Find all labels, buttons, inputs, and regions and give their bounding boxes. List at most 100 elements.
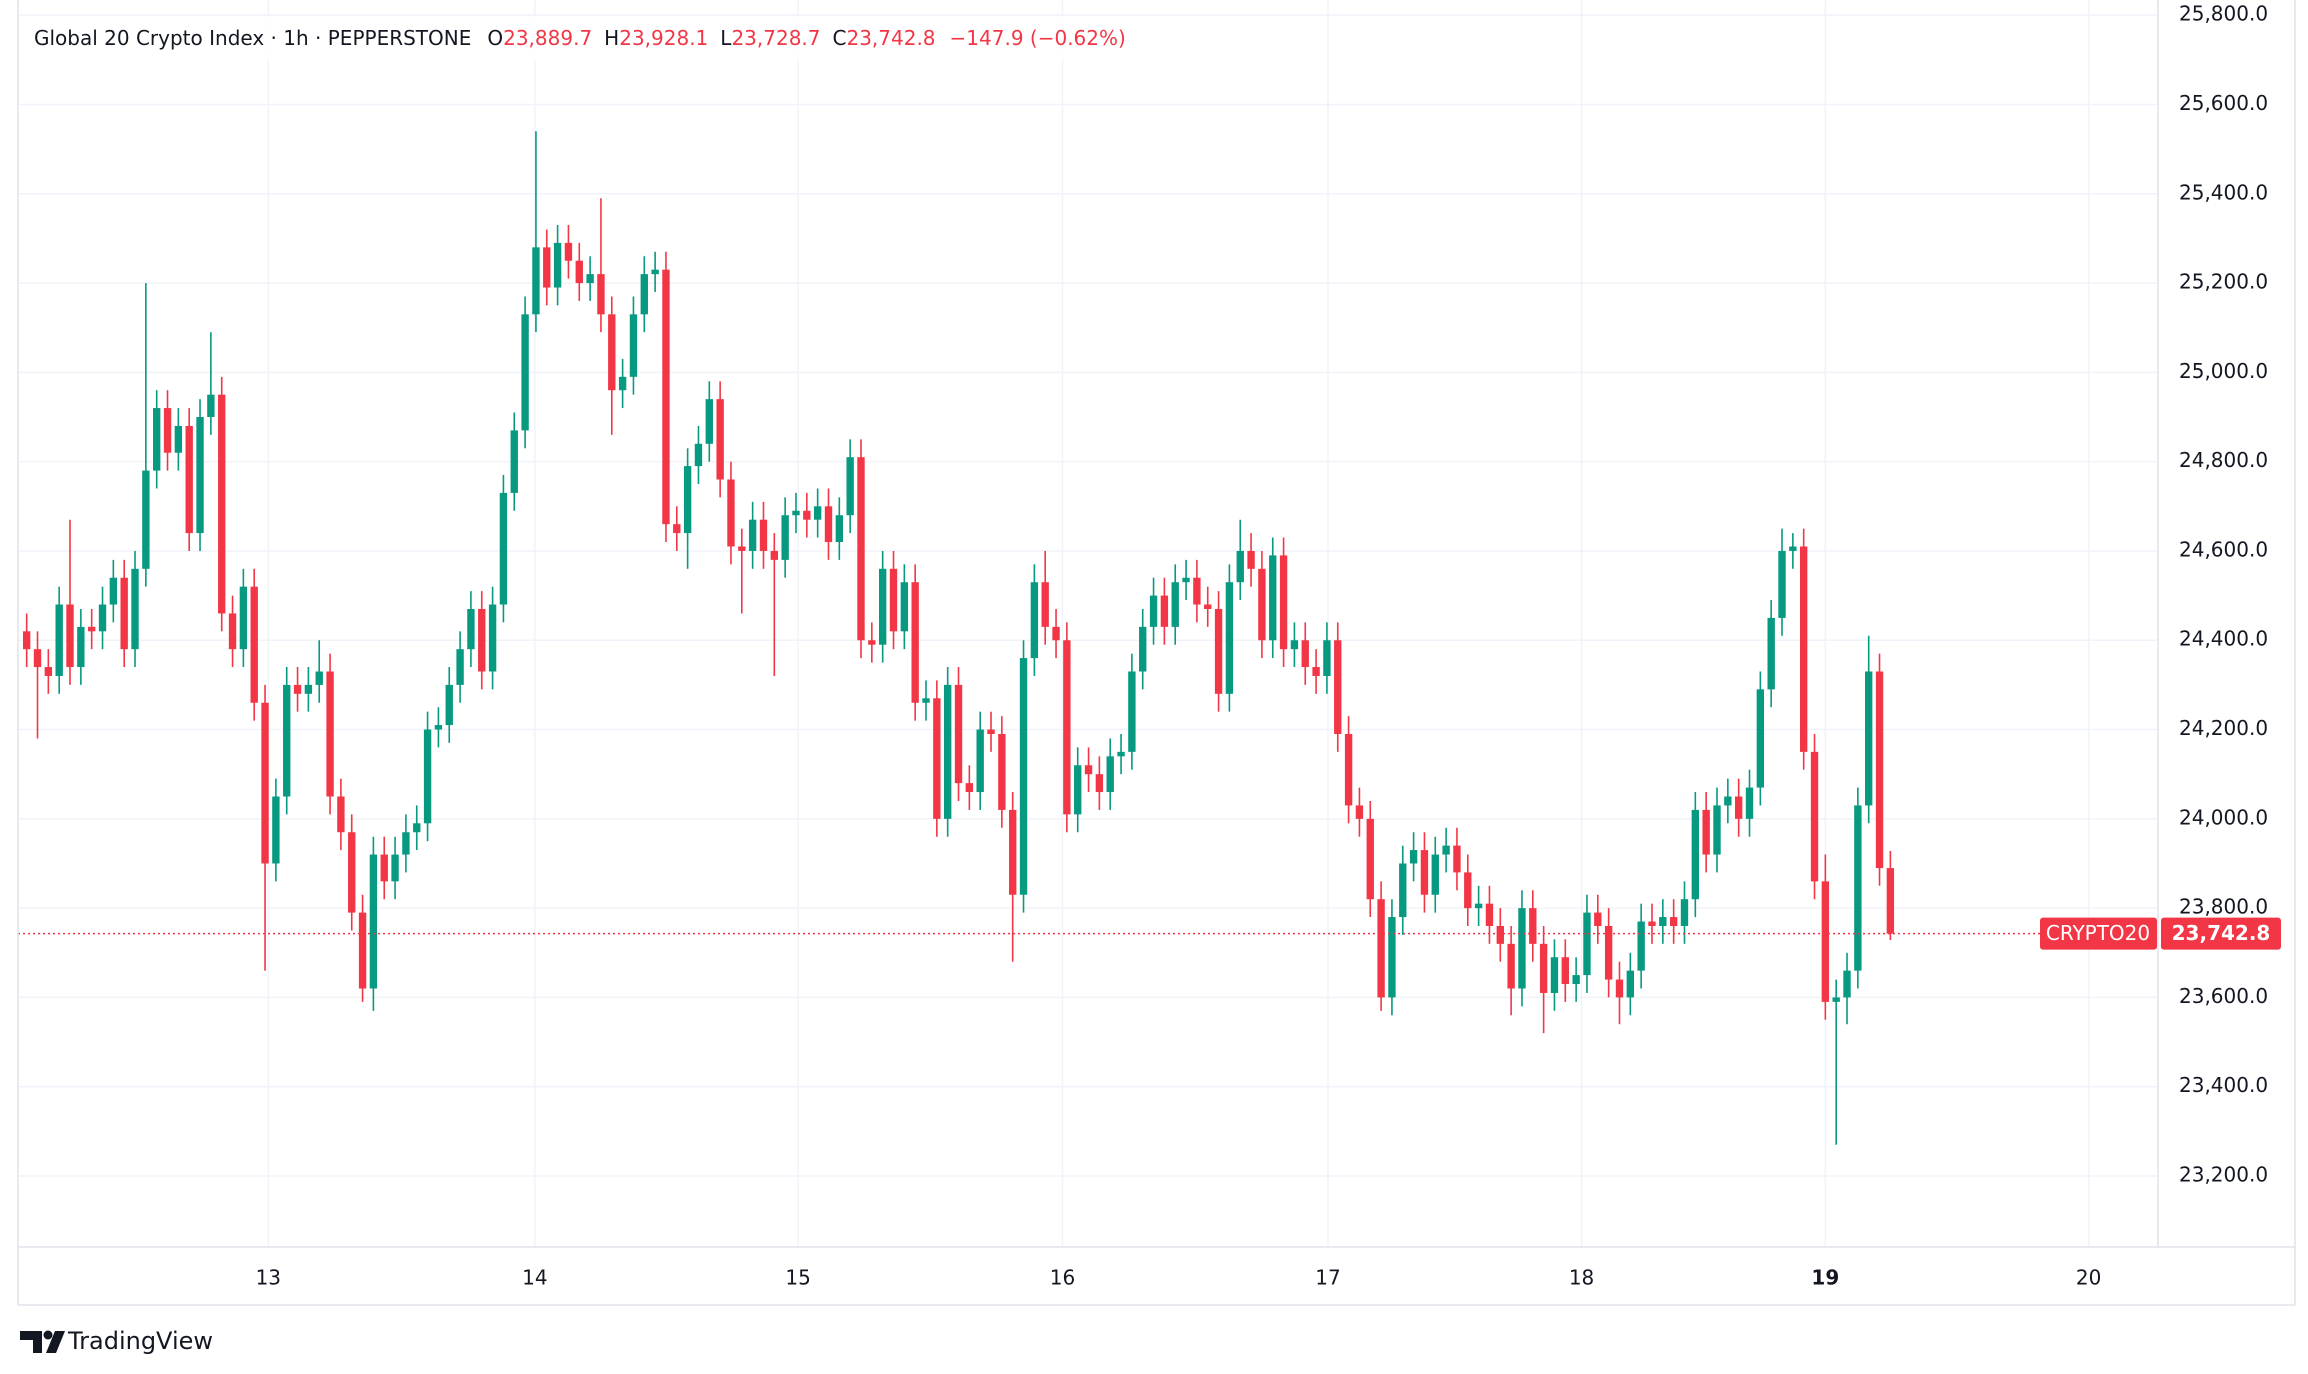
candle-body — [1799, 546, 1808, 752]
candle-body — [142, 470, 150, 569]
candle-body — [304, 684, 313, 694]
candle-body — [1149, 595, 1158, 627]
candle-body — [618, 376, 627, 391]
grid — [18, 0, 2158, 1247]
y-tick-label: 25,400.0 — [2179, 180, 2268, 204]
logo-part — [20, 1331, 42, 1353]
candle-body — [22, 631, 31, 650]
symbol-tag-bg — [2040, 917, 2157, 950]
candle-body — [651, 269, 659, 275]
candle-body — [1442, 845, 1450, 855]
open-value: 23,889.7 — [503, 26, 592, 50]
candle-body — [153, 408, 161, 471]
candle-body — [109, 577, 118, 605]
candle-body — [1279, 555, 1288, 650]
x-tick-label: 19 — [1811, 1266, 1839, 1290]
candle-body — [662, 269, 670, 525]
candle-body — [55, 604, 63, 676]
logo-part — [43, 1330, 53, 1340]
candle-body — [478, 608, 486, 672]
axes: 23,200.0 23,400.0 23,600.0 23,800.0 24,000.0… — [256, 2, 2281, 1290]
candle-body — [868, 640, 876, 645]
change: −147.9 (−0.62%) — [950, 26, 1126, 50]
candle-body — [456, 649, 464, 685]
candle-body — [283, 684, 291, 797]
logo-part — [46, 1331, 65, 1353]
x-tick-label: 18 — [1569, 1266, 1594, 1290]
candle-body — [1464, 872, 1472, 909]
candle-body — [748, 519, 757, 551]
candle-body — [954, 684, 963, 784]
candle-body — [543, 247, 551, 288]
candle-body — [185, 425, 193, 534]
candle-body — [716, 399, 724, 480]
candle-body — [1420, 850, 1429, 895]
candle-body — [597, 274, 605, 315]
candle-body — [683, 466, 692, 534]
candle-body — [1117, 751, 1125, 757]
candle-body — [1626, 970, 1634, 998]
candle-body — [1713, 805, 1721, 855]
candle-body — [1204, 604, 1212, 609]
candle-body — [1778, 550, 1786, 618]
x-tick-label: 13 — [256, 1266, 281, 1290]
candle-body — [1865, 671, 1873, 806]
candle-body — [1756, 689, 1765, 788]
candle-body — [1052, 626, 1060, 641]
candle-body — [987, 729, 995, 735]
candle-body — [933, 698, 941, 819]
open-key: O — [487, 26, 503, 50]
candle-body — [1366, 818, 1374, 900]
candle-body — [1247, 550, 1255, 569]
candle-body — [1409, 850, 1418, 864]
candle-body — [510, 430, 518, 493]
sep: · — [271, 26, 277, 50]
candle-body — [1821, 881, 1830, 1002]
candle-body — [1106, 756, 1114, 793]
candle-body — [1604, 925, 1613, 980]
candle-body — [1875, 671, 1884, 869]
candle-body — [564, 242, 573, 261]
candle-body — [1334, 640, 1342, 735]
candle-body — [1789, 546, 1797, 551]
sep: · — [315, 26, 321, 50]
candle-body — [1258, 568, 1266, 641]
candle-body — [77, 626, 85, 668]
candle-body — [575, 260, 583, 284]
x-tick-label: 15 — [785, 1266, 810, 1290]
candle-body — [1810, 751, 1819, 882]
y-tick-label: 25,600.0 — [2179, 91, 2268, 115]
x-tick-label: 14 — [522, 1266, 547, 1290]
candle-body — [228, 613, 237, 650]
candle-body — [1832, 997, 1840, 1002]
candle-body — [1139, 626, 1147, 672]
candle-body — [803, 510, 811, 520]
candle-body — [1680, 899, 1689, 926]
candle-body — [1344, 734, 1353, 806]
header-bg — [20, 16, 1200, 60]
high-value: 23,928.1 — [619, 26, 708, 50]
candle-body — [608, 314, 616, 391]
candle-body — [445, 684, 453, 726]
candle-body — [846, 457, 854, 516]
candle-body — [1485, 903, 1494, 926]
candle-body — [998, 734, 1006, 810]
candle-body — [467, 608, 475, 650]
candle-body — [1561, 957, 1569, 985]
brand: TradingView — [67, 1327, 213, 1355]
candle-body — [1225, 582, 1234, 694]
close-value: 23,742.8 — [846, 26, 935, 50]
y-tick-label: 24,400.0 — [2179, 627, 2268, 651]
candle-body — [1019, 658, 1028, 895]
candle-body — [586, 274, 594, 284]
candle-body — [380, 854, 388, 882]
candle-body — [1041, 582, 1049, 627]
candle-body — [120, 577, 128, 650]
candle-body — [1171, 582, 1179, 627]
candle-body — [239, 586, 248, 650]
candle-body — [348, 832, 356, 913]
candle-body — [835, 515, 844, 543]
x-tick-label: 17 — [1315, 1266, 1340, 1290]
candle-body — [521, 314, 529, 431]
